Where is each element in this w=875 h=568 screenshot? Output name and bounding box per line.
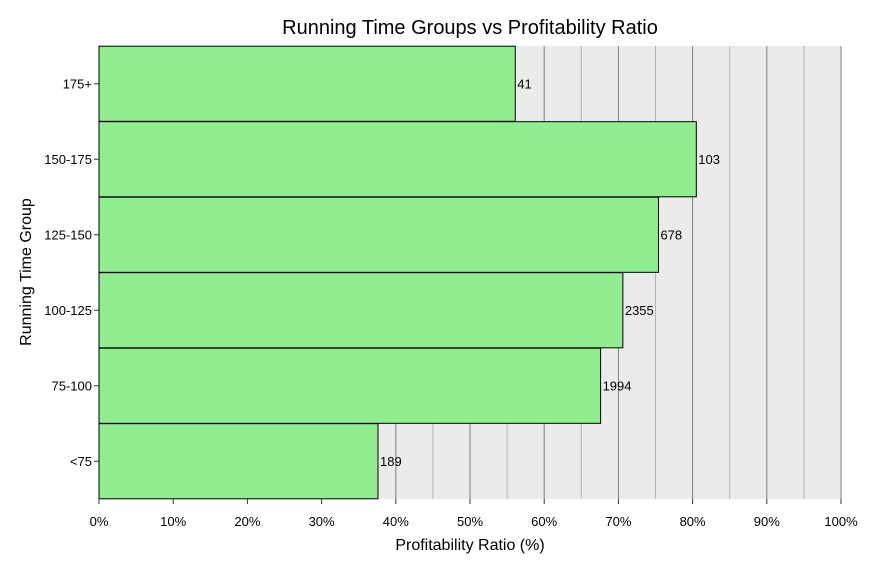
data-labels: 189 1994 2355 678 103 41: [380, 76, 720, 469]
x-axis-ticks: 0% 10% 20% 30% 40% 50% 60% 70% 80% 90% 100%: [90, 499, 858, 529]
bar-data-label: 103: [698, 152, 720, 167]
x-tick-label: 0%: [90, 514, 109, 529]
bars: [98, 45, 697, 500]
x-tick-label: 40%: [383, 514, 409, 529]
x-tick-label: 30%: [309, 514, 335, 529]
bar-data-label: 189: [380, 454, 402, 469]
x-tick-label: 80%: [680, 514, 706, 529]
y-tick-label: 175+: [63, 76, 92, 91]
bar: [98, 347, 602, 424]
y-axis-ticks: <75 75-100 100-125 125-150 150-175 175+: [44, 76, 99, 469]
x-axis-title: Profitability Ratio (%): [395, 537, 544, 554]
x-tick-label: 60%: [531, 514, 557, 529]
y-tick-label: <75: [70, 454, 92, 469]
bar: [98, 272, 624, 349]
y-tick-label: 100-125: [44, 303, 92, 318]
x-tick-label: 90%: [754, 514, 780, 529]
y-tick-label: 125-150: [44, 227, 92, 242]
bar-data-label: 1994: [603, 378, 632, 393]
bar: [98, 423, 379, 500]
bar: [98, 196, 659, 273]
x-tick-label: 50%: [457, 514, 483, 529]
y-axis-title: Running Time Group: [18, 198, 35, 346]
y-tick-label: 75-100: [52, 378, 92, 393]
chart-title: Running Time Groups vs Profitability Rat…: [282, 17, 658, 39]
bar: [98, 121, 697, 198]
x-tick-label: 20%: [234, 514, 260, 529]
x-tick-label: 70%: [605, 514, 631, 529]
bar-data-label: 2355: [625, 303, 654, 318]
y-tick-label: 150-175: [44, 152, 92, 167]
bar-data-label: 41: [517, 76, 531, 91]
x-tick-label: 10%: [160, 514, 186, 529]
bar: [98, 45, 516, 122]
x-tick-label: 100%: [824, 514, 858, 529]
bar-data-label: 678: [660, 227, 682, 242]
